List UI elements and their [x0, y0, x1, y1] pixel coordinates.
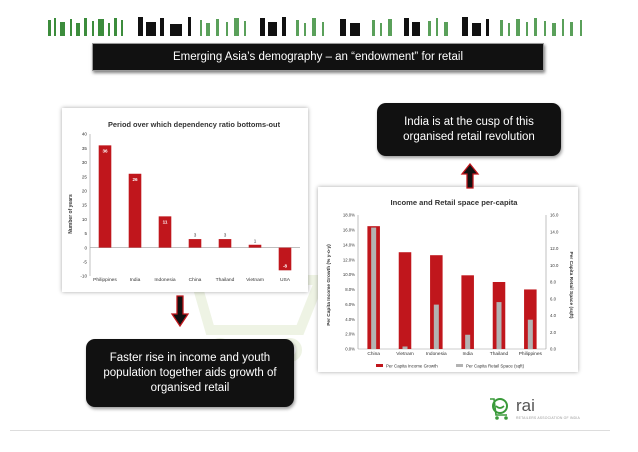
chart1-category-label: USA	[280, 277, 291, 283]
chart2-ytick-label-right: 0.0	[550, 347, 557, 352]
chart2-bar-income	[461, 275, 474, 349]
chart2-ytick-label-left: 10.0%	[343, 272, 355, 277]
logo-tagline: RETAILERS ASSOCIATION OF INDIA	[516, 416, 580, 420]
chart1-category-label: Thailand	[216, 277, 235, 283]
chart1-data-label: 1	[254, 238, 257, 243]
chart1-bar	[158, 216, 172, 248]
legend-swatch-income	[376, 364, 383, 367]
cart-logo-icon	[490, 398, 508, 420]
chart1-ytick-label: 5	[84, 231, 87, 236]
chart1-ytick-label: 25	[82, 174, 88, 179]
chart1-data-label: 3	[194, 233, 197, 238]
callout-line: organised retail revolution	[403, 130, 535, 143]
chart2-bar-income	[430, 255, 443, 349]
chart1-ytick-label: 10	[82, 217, 88, 222]
chart2-ytick-label-left: 14.0%	[343, 242, 355, 247]
income-retail-svg: Income and Retail space per-capita Per C…	[326, 198, 574, 369]
callout-income-youth: Faster rise in income and youth populati…	[86, 339, 294, 407]
chart2-category-label: China	[367, 351, 380, 357]
chart2-ytick-label-right: 10.0	[550, 263, 559, 268]
chart2-ytick-label-right: 2.0	[550, 330, 557, 335]
chart2-bar-income	[398, 252, 412, 349]
dependency-ratio-svg: Period over which dependency ratio botto…	[68, 120, 300, 283]
chart2-title: Income and Retail space per-capita	[390, 198, 518, 207]
legend-swatch-retail	[456, 364, 463, 367]
chart1-ytick-label: 30	[82, 160, 88, 165]
chart1-ytick-label: -5	[83, 260, 88, 265]
chart2-ylabel-left: Per Capita Income Growth (% y-o-y)	[326, 244, 332, 326]
chart2-bar-retail	[465, 334, 471, 349]
arrow-up-icon	[460, 163, 480, 189]
chart1-bar	[128, 173, 142, 248]
logo-text: rai	[516, 396, 535, 415]
chart1-ytick-label: -10	[80, 274, 87, 279]
chart1-category-label: China	[189, 277, 202, 283]
chart2-ytick-label-left: 16.0%	[343, 227, 355, 232]
chart1-data-label: 36	[102, 148, 108, 153]
page-title: Emerging Asia’s demography – an “endowme…	[173, 51, 463, 63]
chart2-bar-retail	[371, 227, 377, 349]
chart1-ytick-label: 15	[82, 203, 88, 208]
chart2-bar-income	[524, 289, 537, 349]
income-retail-chart: Income and Retail space per-capita Per C…	[318, 187, 578, 372]
chart2-ytick-label-right: 16.0	[550, 213, 559, 218]
chart2-category-label: Thailand	[490, 351, 509, 357]
chart1-category-label: Vietnam	[246, 277, 264, 283]
chart1-ytick-label: 35	[82, 146, 88, 151]
footer-divider	[10, 430, 610, 431]
chart1-data-label: 26	[132, 177, 138, 182]
chart2-ytick-label-left: 0.0%	[345, 347, 355, 352]
page-title-bar: Emerging Asia’s demography – an “endowme…	[92, 43, 544, 71]
callout-line: organised retail	[150, 381, 230, 394]
chart1-bar	[218, 239, 232, 248]
chart1-ytick-label: 40	[82, 132, 88, 137]
chart2-ytick-label-right: 8.0	[550, 280, 557, 285]
chart1-category-label: India	[130, 277, 141, 283]
rai-logo: rai RETAILERS ASSOCIATION OF INDIA	[487, 395, 607, 425]
chart1-title: Period over which dependency ratio botto…	[108, 120, 281, 129]
chart2-ytick-label-left: 4.0%	[345, 317, 355, 322]
chart2-bar-retail	[433, 304, 439, 349]
chart1-category-label: Philippines	[93, 277, 117, 283]
chart2-ylabel-right: Per Capita Retail Space (sqft)	[568, 252, 574, 319]
chart1-category-label: Indonesia	[154, 277, 175, 283]
chart2-legend: Per Capita Income Growth Per Capita Reta…	[376, 364, 525, 369]
chart2-ytick-label-right: 4.0	[550, 313, 557, 318]
chart1-data-label: 11	[163, 219, 168, 224]
chart1-data-label: -8	[283, 263, 288, 268]
chart1-bar	[248, 244, 262, 248]
chart2-ytick-label-left: 18.0%	[343, 213, 355, 218]
chart1-ylabel: Number of years	[68, 194, 74, 234]
chart2-ytick-label-right: 6.0	[550, 296, 557, 301]
callout-line: Faster rise in income and youth	[109, 351, 271, 364]
chart1-ytick-label: 20	[82, 189, 88, 194]
chart2-ytick-label-left: 8.0%	[345, 287, 355, 292]
chart2-category-label: India	[462, 351, 473, 357]
arrow-down-icon	[170, 295, 190, 327]
chart2-ytick-label-left: 2.0%	[345, 332, 355, 337]
chart2-ytick-label-right: 12.0	[550, 246, 559, 251]
chart2-ytick-label-left: 6.0%	[345, 302, 355, 307]
legend-label-retail: Per Capita Retail Space (sqft)	[466, 364, 525, 369]
legend-label-income: Per Capita Income Growth	[386, 364, 438, 369]
chart1-data-label: 3	[224, 233, 227, 238]
chart2-bar-retail	[496, 302, 502, 349]
callout-line: India is at the cusp of this	[404, 115, 534, 128]
chart2-ytick-label-left: 12.0%	[343, 257, 355, 262]
chart2-bar-retail	[527, 319, 533, 349]
chart1-ytick-label: 0	[84, 245, 87, 250]
chart1-bar	[278, 247, 292, 271]
chart1-bar	[188, 239, 202, 248]
dependency-ratio-chart: Period over which dependency ratio botto…	[62, 108, 308, 292]
chart2-category-label: Philippines	[519, 351, 543, 357]
chart2-bar-retail	[402, 346, 408, 349]
callout-india-cusp: India is at the cusp of this organised r…	[377, 103, 561, 156]
chart2-category-label: Indonesia	[426, 351, 447, 357]
chart2-category-label: Vietnam	[396, 351, 414, 357]
callout-line: population together aids growth of	[103, 366, 277, 379]
chart1-bar	[98, 145, 112, 248]
chart2-ytick-label-right: 14.0	[550, 229, 559, 234]
decorative-banner	[48, 17, 582, 36]
